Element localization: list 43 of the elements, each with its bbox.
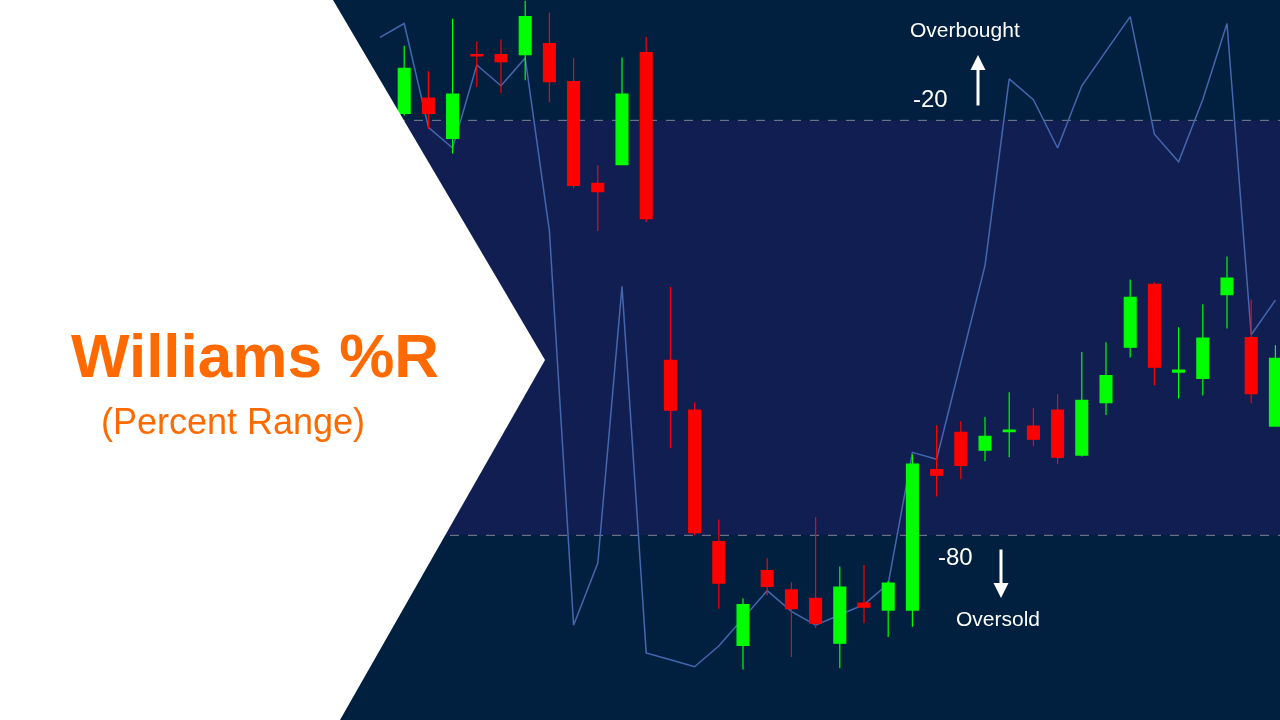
candlestick <box>615 56 629 166</box>
candlestick <box>1075 351 1089 458</box>
candlestick <box>494 38 508 94</box>
candlestick <box>1051 393 1065 465</box>
candlestick <box>760 557 774 597</box>
candlestick <box>688 401 702 536</box>
candlestick <box>712 518 726 610</box>
ref-line-label: -80 <box>938 543 973 570</box>
candlestick <box>978 416 992 462</box>
candlestick <box>881 580 895 638</box>
candlestick <box>1026 407 1040 447</box>
candlestick <box>857 564 871 624</box>
candlestick <box>591 164 605 232</box>
candlestick <box>736 597 750 671</box>
candlestick <box>542 11 556 103</box>
text: (Percent Range) <box>100 401 366 443</box>
candlestick <box>1244 298 1258 404</box>
candlestick <box>1268 344 1280 427</box>
candlestick <box>954 420 968 480</box>
candlestick <box>639 36 653 223</box>
candlestick <box>397 45 411 117</box>
candlestick <box>905 453 919 628</box>
candlestick <box>1147 281 1161 386</box>
candlestick <box>833 565 847 669</box>
ref-line-label: -20 <box>913 85 948 112</box>
candlestick <box>518 0 532 81</box>
candlestick <box>421 70 435 130</box>
candlestick <box>1172 326 1186 399</box>
candlestick <box>809 516 823 629</box>
candlestick <box>930 424 944 498</box>
candlestick <box>1123 278 1137 359</box>
candlestick <box>470 40 484 88</box>
text: Williams %R <box>70 319 440 391</box>
annotation: Overbought <box>910 18 1020 41</box>
annotation: Oversold <box>956 607 1041 630</box>
candlestick <box>1002 391 1016 458</box>
candlestick <box>1099 341 1113 416</box>
candlestick <box>784 581 798 658</box>
candlestick <box>1196 303 1210 397</box>
candlestick <box>1220 256 1234 330</box>
candlestick <box>446 18 460 155</box>
candlestick <box>663 286 677 449</box>
candlestick <box>567 57 581 189</box>
